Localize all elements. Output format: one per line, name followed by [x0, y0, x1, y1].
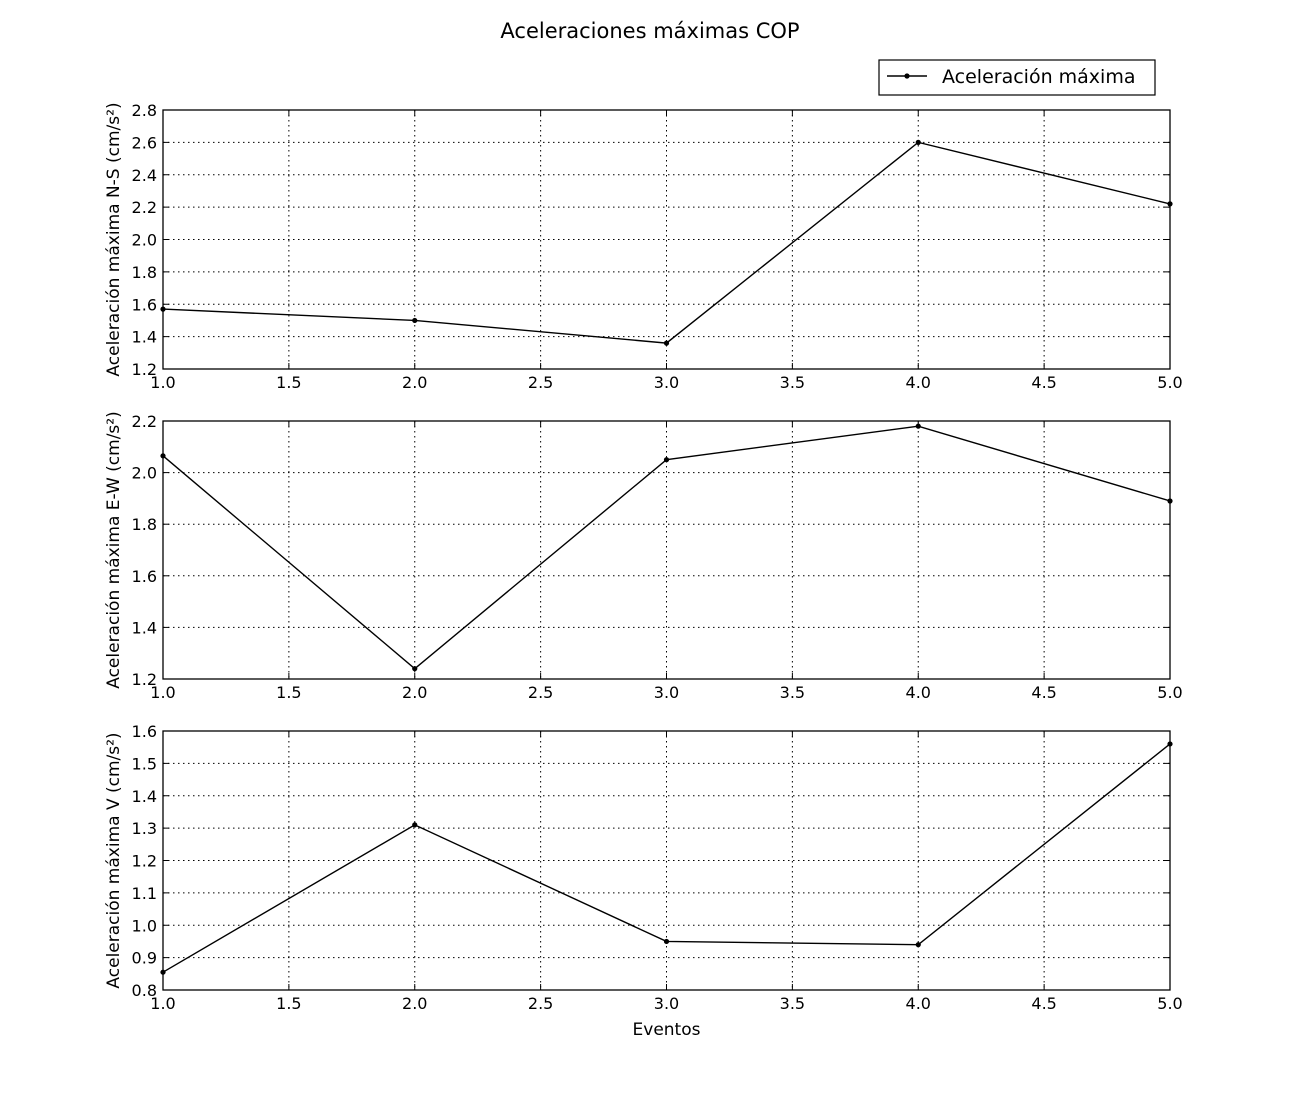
legend-point-marker — [904, 73, 910, 79]
x-tick-label: 4.5 — [1031, 373, 1056, 392]
y-tick-label: 1.5 — [132, 754, 157, 773]
x-tick-label: 2.0 — [402, 373, 427, 392]
data-point — [160, 969, 166, 975]
y-tick-label: 1.8 — [132, 515, 157, 534]
y-axis-label: Aceleración máxima V (cm/s²) — [104, 732, 124, 988]
x-tick-label: 2.0 — [402, 683, 427, 702]
x-tick-label: 3.0 — [654, 994, 679, 1013]
figure-title: Aceleraciones máximas COP — [500, 19, 799, 43]
subplot-v: 1.0 1.5 2.0 2.5 3.0 3.5 4.0 4.5 5.0 0.8 0.9 1.0 1.1 1… — [104, 722, 1183, 1040]
x-tick-label: 4.0 — [906, 373, 931, 392]
y-tick-label: 1.0 — [132, 916, 157, 935]
y-tick-label: 0.9 — [132, 949, 157, 968]
x-tick-label: 1.0 — [150, 373, 175, 392]
data-point — [412, 666, 418, 672]
data-point — [160, 453, 166, 459]
data-point — [160, 306, 166, 312]
legend-frame — [878, 59, 1156, 96]
data-point — [1167, 498, 1173, 504]
y-axis-label: Aceleración máxima E-W (cm/s²) — [104, 411, 124, 689]
x-tick-label: 3.5 — [780, 373, 805, 392]
x-tick-label: 4.0 — [906, 994, 931, 1013]
data-point — [1167, 201, 1173, 207]
data-point — [915, 942, 921, 948]
axes-frame — [162, 109, 1171, 370]
x-tick-label: 5.0 — [1157, 373, 1182, 392]
y-tick-label: 1.8 — [132, 263, 157, 282]
x-tick-label: 4.5 — [1031, 994, 1056, 1013]
data-point — [412, 822, 418, 828]
data-point — [915, 423, 921, 429]
y-tick-label: 1.4 — [132, 618, 157, 637]
x-tick-label: 1.0 — [150, 994, 175, 1013]
x-tick-label: 3.5 — [780, 683, 805, 702]
data-point — [1167, 741, 1173, 747]
x-tick-label: 2.5 — [528, 683, 553, 702]
legend-label: Aceleración máxima — [942, 66, 1135, 88]
y-tick-label: 1.3 — [132, 819, 157, 838]
x-tick-label: 2.5 — [528, 373, 553, 392]
axes-frame — [162, 420, 1171, 680]
x-tick-label: 5.0 — [1157, 683, 1182, 702]
legend: Aceleración máxima — [878, 59, 1156, 96]
y-tick-label: 2.0 — [132, 231, 157, 250]
x-tick-label: 3.0 — [654, 373, 679, 392]
x-axis-label: Eventos — [633, 1020, 701, 1040]
axes-frame — [162, 730, 1171, 991]
y-tick-label: 1.6 — [132, 567, 157, 586]
x-tick-label: 5.0 — [1157, 994, 1182, 1013]
x-tick-label: 2.0 — [402, 994, 427, 1013]
y-tick-label: 2.4 — [132, 166, 157, 185]
data-point — [663, 457, 670, 463]
data-point — [412, 317, 418, 324]
x-tick-label: 3.5 — [780, 994, 805, 1013]
x-tick-label: 2.5 — [528, 994, 553, 1013]
y-tick-label: 2.0 — [132, 464, 157, 483]
data-point — [915, 139, 921, 145]
y-tick-label: 1.4 — [132, 328, 157, 347]
y-tick-label: 1.2 — [132, 670, 157, 689]
y-tick-label: 1.1 — [132, 884, 157, 903]
y-tick-label: 1.6 — [132, 722, 157, 741]
subplot-ew: 1.0 1.5 2.0 2.5 3.0 3.5 4.0 4.5 5.0 1.2 1.4 1.6 1.8 2… — [104, 411, 1183, 702]
y-tick-label: 1.4 — [132, 787, 157, 806]
data-point — [663, 938, 670, 945]
x-tick-label: 1.0 — [150, 683, 175, 702]
plots: 1.0 1.5 2.0 2.5 3.0 3.5 4.0 4.5 5.0 1.2 1.4 1.6 1.8 2… — [104, 101, 1183, 1040]
data-point — [663, 340, 670, 346]
x-tick-label: 1.5 — [276, 683, 301, 702]
y-tick-label: 2.2 — [132, 198, 157, 217]
y-tick-label: 1.2 — [132, 360, 157, 379]
y-axis-label: Aceleración máxima N-S (cm/s²) — [104, 102, 124, 376]
y-tick-label: 0.8 — [132, 981, 157, 1000]
x-tick-label: 3.0 — [654, 683, 679, 702]
y-tick-label: 1.6 — [132, 295, 157, 314]
x-tick-label: 4.0 — [906, 683, 931, 702]
x-tick-label: 1.5 — [276, 994, 301, 1013]
y-tick-label: 2.6 — [132, 133, 157, 152]
x-tick-label: 4.5 — [1031, 683, 1056, 702]
x-tick-label: 1.5 — [276, 373, 301, 392]
y-tick-label: 2.2 — [132, 412, 157, 431]
y-tick-label: 2.8 — [132, 101, 157, 120]
subplot-ns: 1.0 1.5 2.0 2.5 3.0 3.5 4.0 4.5 5.0 1.2 1.4 1.6 1.8 2… — [104, 101, 1183, 392]
y-tick-label: 1.2 — [132, 852, 157, 871]
